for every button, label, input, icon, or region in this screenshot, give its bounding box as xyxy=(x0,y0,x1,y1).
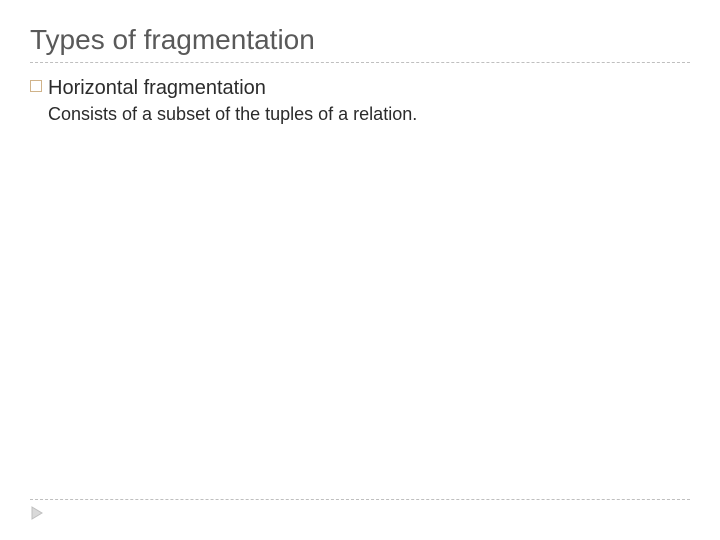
square-bullet-icon xyxy=(30,80,42,92)
slide-title: Types of fragmentation xyxy=(30,24,690,56)
title-divider xyxy=(30,62,690,63)
bullet-item: Horizontal fragmentation xyxy=(30,77,690,100)
slide: Types of fragmentation Horizontal fragme… xyxy=(0,0,720,540)
slide-footer xyxy=(30,499,690,520)
bullet-body: Consists of a subset of the tuples of a … xyxy=(30,104,690,125)
bullet-heading: Horizontal fragmentation xyxy=(48,77,266,100)
play-arrow-icon xyxy=(30,506,44,520)
footer-divider xyxy=(30,499,690,500)
